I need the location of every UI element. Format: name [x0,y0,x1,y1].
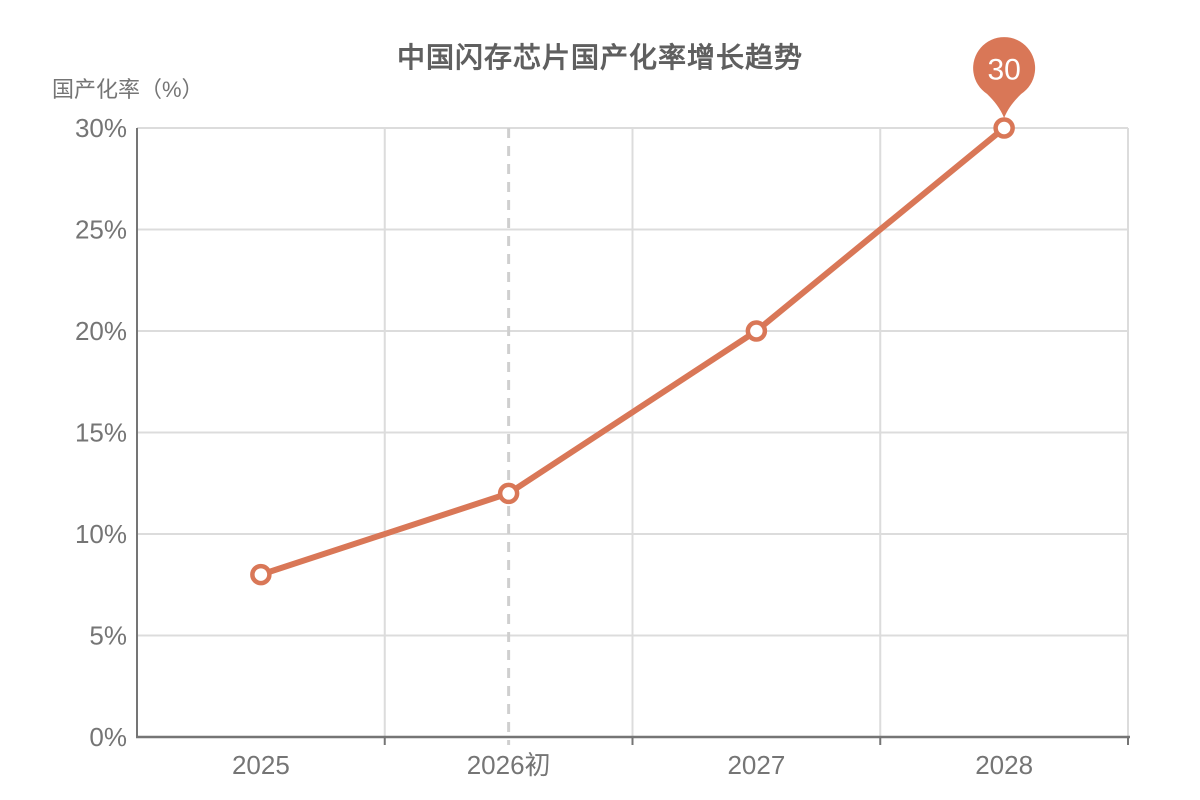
data-point-marker [993,117,1015,139]
y-tick-label: 30% [75,113,127,143]
chart-title: 中国闪存芯片国产化率增长趋势 [396,42,803,73]
pin-shape-icon [973,37,1036,118]
y-tick-label: 15% [75,418,127,448]
y-tick-label: 10% [75,519,127,549]
y-tick-label: 25% [75,215,127,245]
x-tick-label: 2026初 [467,750,551,780]
pin-value-label: 30 [987,54,1020,87]
data-point-marker [745,320,768,342]
series-line [257,125,1008,578]
y-tick-label: 0% [89,722,127,752]
data-point-marker [497,482,520,505]
x-tick-label: 2028 [975,750,1033,780]
data-point-marker [250,563,272,586]
y-tick-label: 20% [75,316,127,346]
x-tick-label: 2025 [232,750,290,780]
y-axis-title: 国产化率（%） [52,77,204,102]
y-tick-label: 5% [89,621,127,651]
x-tick-label: 2027 [727,750,785,780]
value-pin: 30 [973,37,1036,118]
